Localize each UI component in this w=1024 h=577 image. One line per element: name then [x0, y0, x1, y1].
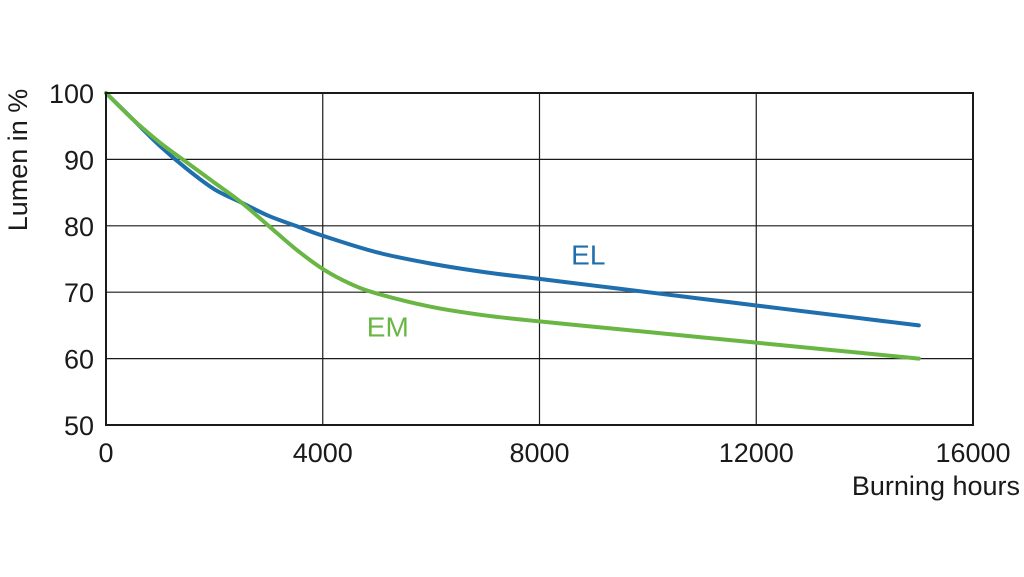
series-labels: EL EM — [367, 239, 606, 342]
x-tick-label: 16000 — [935, 438, 1010, 468]
x-tick-label: 12000 — [719, 438, 794, 468]
x-tick-labels: 0 4000 8000 12000 16000 — [98, 438, 1010, 468]
plot-frame — [105, 92, 974, 426]
y-tick-label: 80 — [64, 212, 94, 242]
x-tick-label: 8000 — [509, 438, 569, 468]
y-tick-label: 100 — [49, 79, 94, 109]
x-tick-label: 4000 — [293, 438, 353, 468]
y-tick-labels: 50 60 70 80 90 100 — [49, 79, 94, 441]
grid-lines — [106, 93, 973, 425]
series-line-el — [104, 91, 921, 328]
series-line-em — [104, 91, 921, 361]
y-tick-label: 70 — [64, 278, 94, 308]
x-axis-label: Burning hours — [852, 471, 1020, 501]
y-axis-label: Lumen in % — [3, 89, 33, 232]
x-tick-label: 0 — [98, 438, 113, 468]
y-tick-label: 90 — [64, 145, 94, 175]
series-label-em: EM — [367, 312, 409, 343]
y-tick-label: 60 — [64, 345, 94, 375]
y-tick-label: 50 — [64, 411, 94, 441]
series-layer — [104, 91, 921, 361]
series-label-el: EL — [571, 239, 605, 270]
